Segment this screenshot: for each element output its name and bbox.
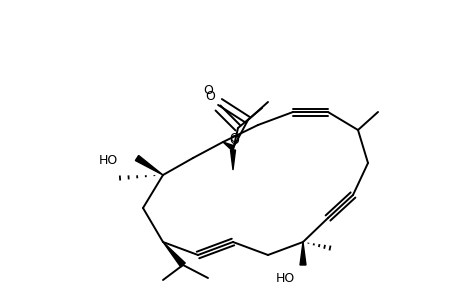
- Text: O: O: [229, 132, 238, 145]
- Text: O: O: [202, 84, 213, 97]
- Text: HO: HO: [99, 154, 118, 166]
- Polygon shape: [230, 150, 235, 170]
- Text: O: O: [205, 90, 214, 103]
- Text: HO: HO: [275, 272, 294, 285]
- Polygon shape: [223, 142, 234, 150]
- Polygon shape: [162, 242, 185, 267]
- Text: O: O: [229, 134, 238, 147]
- Polygon shape: [135, 155, 162, 175]
- Polygon shape: [299, 242, 305, 265]
